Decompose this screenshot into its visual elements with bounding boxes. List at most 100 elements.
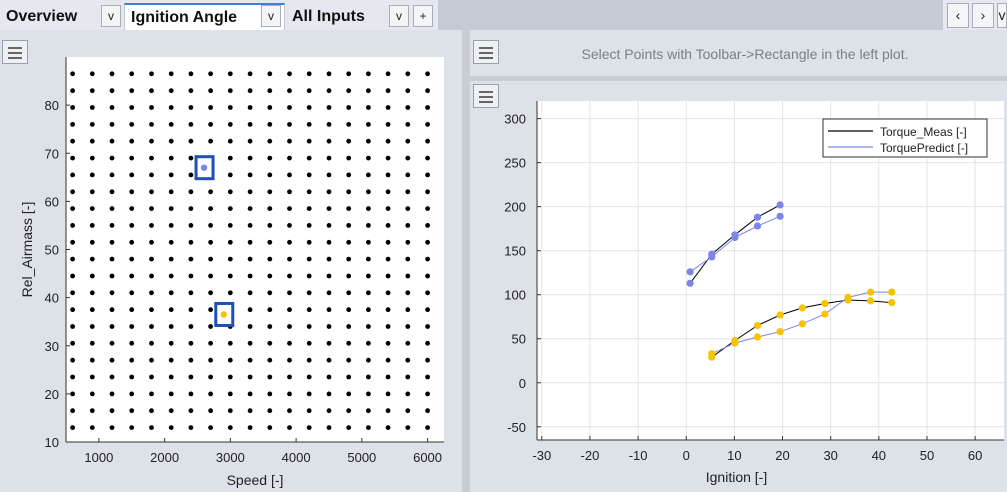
- design-point: [306, 105, 312, 110]
- design-point: [149, 340, 154, 346]
- design-point: [89, 290, 95, 296]
- design-point: [346, 374, 352, 380]
- tab-next-button[interactable]: ›: [972, 3, 994, 28]
- tab-all-inputs-menu-button[interactable]: v: [389, 5, 409, 27]
- right-plot-menu-icon[interactable]: [473, 84, 499, 108]
- design-point: [366, 206, 371, 212]
- design-point: [267, 155, 273, 161]
- design-point: [129, 206, 135, 212]
- tab-all-inputs[interactable]: All Inputs: [286, 3, 384, 30]
- tab-list-button[interactable]: v: [997, 3, 1007, 28]
- design-point: [366, 425, 371, 430]
- design-point: [109, 324, 115, 329]
- design-point: [385, 172, 391, 178]
- design-point: [385, 324, 391, 329]
- design-point: [208, 357, 214, 363]
- design-point: [188, 357, 194, 363]
- tab-overview-menu-button[interactable]: v: [101, 5, 121, 27]
- design-point: [405, 273, 411, 279]
- design-point: [109, 391, 115, 397]
- design-point: [168, 425, 174, 430]
- design-point: [129, 138, 135, 144]
- design-point: [425, 223, 430, 228]
- design-point: [70, 290, 75, 296]
- design-point: [326, 256, 332, 262]
- design-point: [267, 425, 273, 430]
- tab-overview[interactable]: Overview: [0, 3, 98, 30]
- design-point: [109, 223, 115, 228]
- left-plot-menu-icon[interactable]: [2, 40, 28, 64]
- design-point: [425, 357, 430, 363]
- design-point: [227, 239, 233, 245]
- design-point: [247, 425, 253, 430]
- design-point: [70, 88, 75, 94]
- tab-ignition-angle-menu-button[interactable]: v: [261, 5, 281, 27]
- design-point: [109, 357, 115, 363]
- design-point: [89, 223, 95, 228]
- design-point: [425, 290, 430, 296]
- design-point: [168, 138, 174, 144]
- design-point: [405, 223, 411, 228]
- design-point: [188, 391, 194, 397]
- x-axis-label: Speed [-]: [227, 472, 284, 488]
- series-point: [867, 288, 875, 296]
- design-point: [109, 408, 115, 414]
- design-point: [366, 357, 371, 363]
- design-point: [326, 239, 332, 245]
- design-point: [346, 105, 352, 110]
- design-point: [129, 307, 135, 313]
- design-point: [267, 189, 273, 195]
- design-point: [208, 425, 214, 430]
- design-point: [306, 425, 312, 430]
- y-tick-label: 150: [504, 244, 526, 259]
- design-point: [267, 408, 273, 414]
- design-point: [208, 122, 214, 127]
- design-point: [366, 155, 371, 161]
- design-point: [366, 172, 371, 178]
- design-point: [129, 324, 135, 329]
- design-points: [70, 71, 430, 430]
- design-point: [188, 172, 194, 178]
- design-points-chart[interactable]: 1000 2000 3000 4000 5000 6000 10 20 30 40 50 60 70 80…: [0, 30, 462, 492]
- design-point: [385, 391, 391, 397]
- design-point: [168, 374, 174, 380]
- design-point: [326, 408, 332, 414]
- tab-ignition-angle[interactable]: Ignition Angle: [124, 3, 285, 30]
- tab-overview-label: Overview: [6, 7, 78, 25]
- design-point: [109, 273, 115, 279]
- design-point: [287, 273, 292, 279]
- design-point: [227, 256, 233, 262]
- design-point: [306, 324, 312, 329]
- x-tick-label: 6000: [413, 450, 442, 465]
- design-point: [188, 256, 194, 262]
- tab-bar-fill: [438, 0, 943, 30]
- design-point: [109, 374, 115, 380]
- design-point: [346, 155, 352, 161]
- vertical-splitter[interactable]: [462, 30, 470, 492]
- design-point: [405, 206, 411, 212]
- design-point: [405, 138, 411, 144]
- design-point: [346, 340, 352, 346]
- design-point: [267, 256, 273, 262]
- design-point: [168, 172, 174, 178]
- design-point: [129, 408, 135, 414]
- horizontal-splitter[interactable]: [470, 76, 1007, 81]
- design-point: [149, 239, 154, 245]
- torque-chart[interactable]: -30 -20 -10 0 10 20 30 40 50 60 -50 0 50 100 150 200 250…: [470, 81, 1007, 492]
- add-tab-button[interactable]: +: [413, 5, 433, 27]
- tab-prev-button[interactable]: ‹: [947, 3, 969, 28]
- design-point: [227, 340, 233, 346]
- design-point: [129, 391, 135, 397]
- design-point: [149, 273, 154, 279]
- design-point: [208, 206, 214, 212]
- design-point: [208, 408, 214, 414]
- design-point: [70, 425, 75, 430]
- design-point: [168, 206, 174, 212]
- design-point: [326, 273, 332, 279]
- design-point: [366, 408, 371, 414]
- design-point: [129, 189, 135, 195]
- design-point: [89, 408, 95, 414]
- design-point: [227, 273, 233, 279]
- right-top-menu-icon[interactable]: [473, 40, 499, 64]
- series-point: [798, 320, 806, 328]
